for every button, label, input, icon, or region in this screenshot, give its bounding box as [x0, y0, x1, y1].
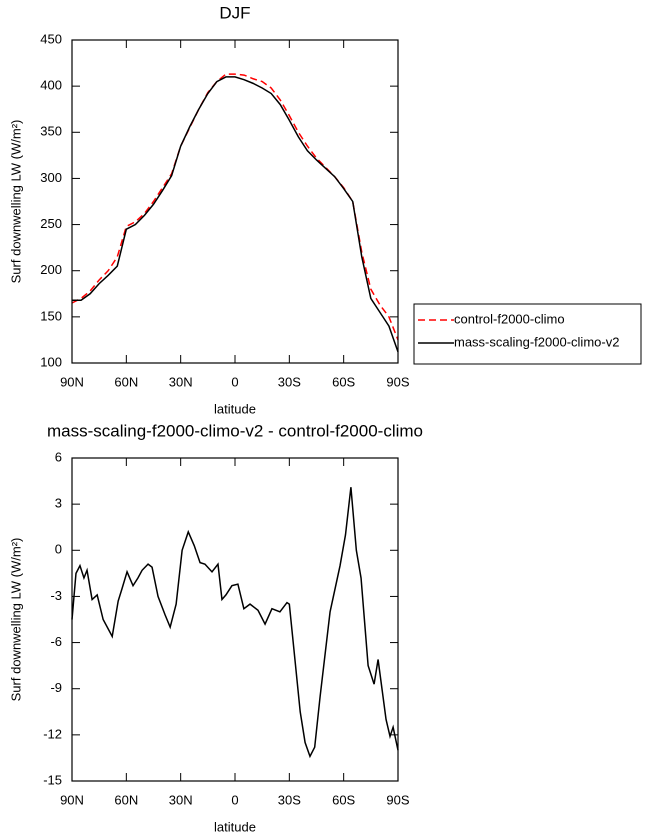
y-tick-label: 100: [40, 354, 62, 369]
y-tick-label: -6: [50, 634, 62, 649]
x-tick-label: 90S: [386, 792, 409, 807]
x-tick-label: 60N: [114, 792, 138, 807]
data-line: [71, 487, 399, 759]
y-tick-label: 350: [40, 124, 62, 139]
y-tick-label: -9: [50, 680, 62, 695]
x-tick-label: 60N: [114, 374, 138, 389]
chart-title: DJF: [219, 3, 250, 22]
x-tick-label: 0: [231, 792, 238, 807]
x-tick-label: 60S: [332, 374, 355, 389]
legend-label: control-f2000-climo: [454, 311, 565, 326]
y-tick-label: 450: [40, 31, 62, 46]
data-line: [71, 73, 399, 341]
y-tick-label: 300: [40, 170, 62, 185]
y-axis-label: Surf downwelling LW (W/m²): [8, 120, 23, 284]
x-tick-label: 30N: [169, 374, 193, 389]
data-line: [72, 76, 399, 353]
legend-box: [413, 303, 642, 365]
y-tick-label: 200: [40, 262, 62, 277]
x-tick-label: 30S: [278, 374, 301, 389]
x-tick-label: 0: [231, 374, 238, 389]
legend-label: mass-scaling-f2000-climo-v2: [454, 334, 619, 349]
x-tick-label: 90N: [60, 792, 84, 807]
plot-frame: [71, 39, 399, 364]
y-axis-label: Surf downwelling LW (W/m²): [8, 538, 23, 702]
y-tick-label: 0: [55, 542, 62, 557]
y-tick-label: -15: [43, 772, 62, 787]
x-axis-label: latitude: [214, 401, 256, 416]
y-tick-label: 6: [55, 449, 62, 464]
y-tick-label: 150: [40, 308, 62, 323]
plot-frame: [71, 457, 399, 782]
chart-title: mass-scaling-f2000-climo-v2 - control-f2…: [47, 421, 423, 440]
y-tick-label: 400: [40, 78, 62, 93]
x-tick-label: 60S: [332, 792, 355, 807]
x-tick-label: 90S: [386, 374, 409, 389]
x-tick-label: 30N: [169, 792, 193, 807]
y-tick-label: 250: [40, 216, 62, 231]
x-tick-label: 30S: [278, 792, 301, 807]
y-tick-label: -12: [43, 726, 62, 741]
x-axis-label: latitude: [214, 819, 256, 834]
x-tick-label: 90N: [60, 374, 84, 389]
y-tick-label: -3: [50, 588, 62, 603]
y-tick-label: 3: [55, 496, 62, 511]
